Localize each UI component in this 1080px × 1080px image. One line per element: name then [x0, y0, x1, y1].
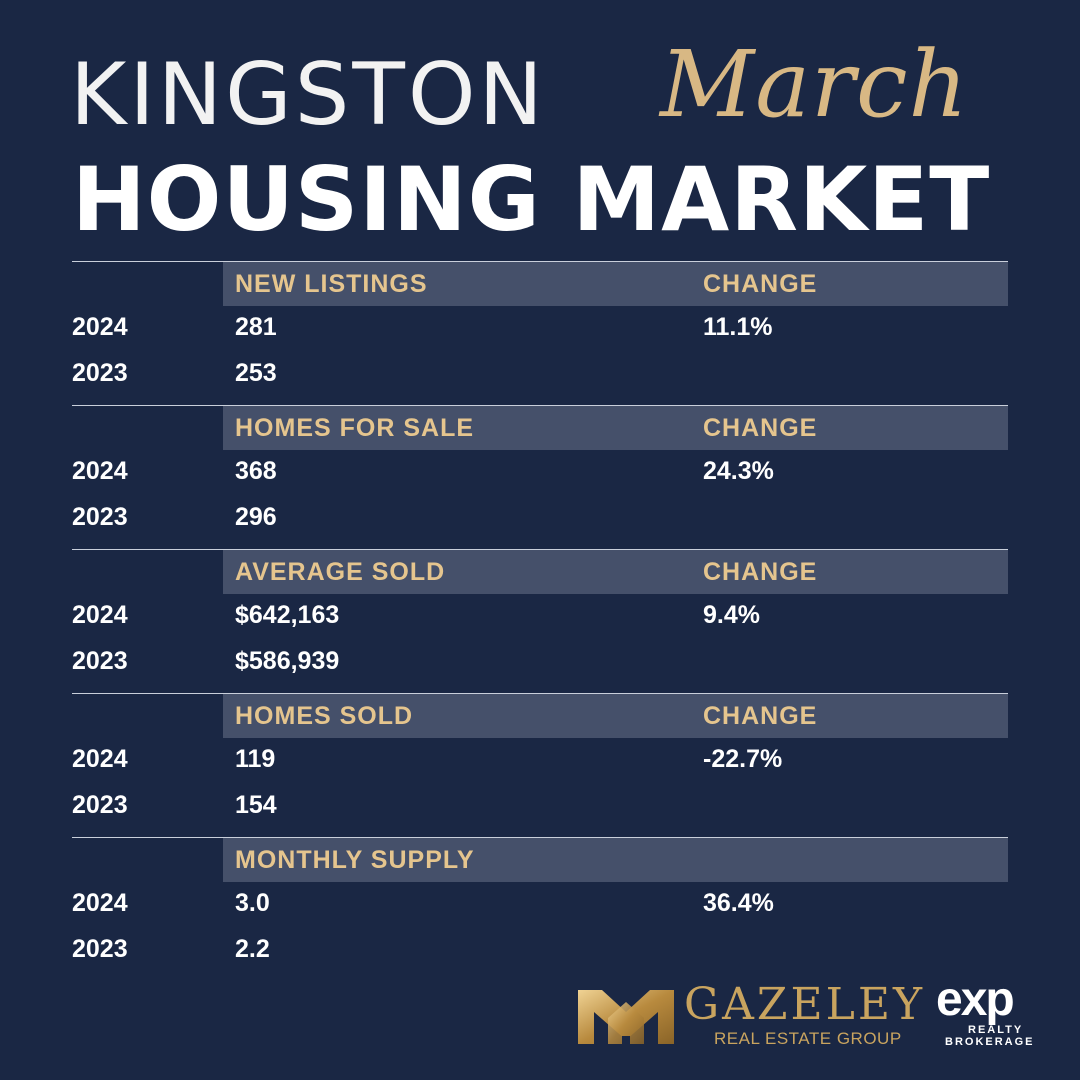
change-label: CHANGE	[703, 558, 818, 586]
table-row: 2023 $586,939	[72, 647, 1008, 687]
value: 119	[235, 745, 276, 773]
table-row: 2024 3.0 36.4%	[72, 889, 1008, 929]
month-title: March	[660, 31, 969, 138]
value: 2.2	[235, 935, 270, 963]
section-header: AVERAGE SOLD CHANGE	[223, 550, 1008, 594]
change-value: 24.3%	[703, 457, 774, 485]
section-label: HOMES SOLD	[235, 702, 414, 730]
section-average-sold: AVERAGE SOLD CHANGE 2024 $642,163 9.4% 2…	[72, 549, 1008, 693]
year: 2023	[72, 359, 128, 387]
change-label: CHANGE	[703, 702, 818, 730]
table-row: 2024 368 24.3%	[72, 457, 1008, 497]
section-header: HOMES FOR SALE CHANGE	[223, 406, 1008, 450]
value: 253	[235, 359, 277, 387]
house-logo-icon	[578, 990, 674, 1044]
exp-sub-realty: REALTY	[968, 1024, 1024, 1036]
table-row: 2024 281 11.1%	[72, 313, 1008, 353]
exp-sub-brokerage: BROKERAGE	[945, 1036, 1035, 1048]
year: 2024	[72, 457, 128, 485]
year: 2024	[72, 889, 128, 917]
divider	[72, 693, 1008, 694]
section-label: HOMES FOR SALE	[235, 414, 475, 442]
divider	[72, 261, 1008, 262]
table-row: 2023 2.2	[72, 935, 1008, 975]
section-homes-for-sale: HOMES FOR SALE CHANGE 2024 368 24.3% 202…	[72, 405, 1008, 549]
change-value: -22.7%	[703, 745, 783, 773]
section-header: MONTHLY SUPPLY	[223, 838, 1008, 882]
change-value: 36.4%	[703, 889, 774, 917]
section-new-listings: NEW LISTINGS CHANGE 2024 281 11.1% 2023 …	[72, 261, 1008, 405]
change-value: 9.4%	[703, 601, 760, 629]
section-label: NEW LISTINGS	[235, 270, 428, 298]
exp-logo: exp	[936, 973, 1015, 1026]
table-row: 2023 253	[72, 359, 1008, 399]
table-row: 2024 119 -22.7%	[72, 745, 1008, 785]
section-homes-sold: HOMES SOLD CHANGE 2024 119 -22.7% 2023 1…	[72, 693, 1008, 837]
year: 2024	[72, 313, 128, 341]
brand-subtitle: REAL ESTATE GROUP	[714, 1029, 902, 1048]
year: 2023	[72, 647, 128, 675]
section-monthly-supply: MONTHLY SUPPLY 2024 3.0 36.4% 2023 2.2	[72, 837, 1008, 981]
section-header: HOMES SOLD CHANGE	[223, 694, 1008, 738]
section-header: NEW LISTINGS CHANGE	[223, 262, 1008, 306]
year: 2023	[72, 935, 128, 963]
brand-name: GAZELEY	[684, 979, 925, 1030]
change-label: CHANGE	[703, 270, 818, 298]
year: 2024	[72, 745, 128, 773]
page-title: HOUSING MARKET	[72, 148, 991, 251]
value: 368	[235, 457, 277, 485]
section-label: MONTHLY SUPPLY	[235, 846, 475, 874]
change-value: 11.1%	[703, 313, 773, 341]
value: $586,939	[235, 647, 340, 675]
table-row: 2023 154	[72, 791, 1008, 831]
divider	[72, 405, 1008, 406]
market-stats-table: NEW LISTINGS CHANGE 2024 281 11.1% 2023 …	[72, 261, 1008, 981]
divider	[72, 837, 1008, 838]
value: 154	[235, 791, 277, 819]
divider	[72, 549, 1008, 550]
change-label: CHANGE	[703, 414, 818, 442]
year: 2024	[72, 601, 128, 629]
city-title: KINGSTON	[70, 45, 546, 145]
value: $642,163	[235, 601, 340, 629]
table-row: 2024 $642,163 9.4%	[72, 601, 1008, 641]
value: 3.0	[235, 889, 270, 917]
year: 2023	[72, 791, 128, 819]
table-row: 2023 296	[72, 503, 1008, 543]
section-label: AVERAGE SOLD	[235, 558, 446, 586]
value: 296	[235, 503, 277, 531]
year: 2023	[72, 503, 128, 531]
value: 281	[235, 313, 277, 341]
